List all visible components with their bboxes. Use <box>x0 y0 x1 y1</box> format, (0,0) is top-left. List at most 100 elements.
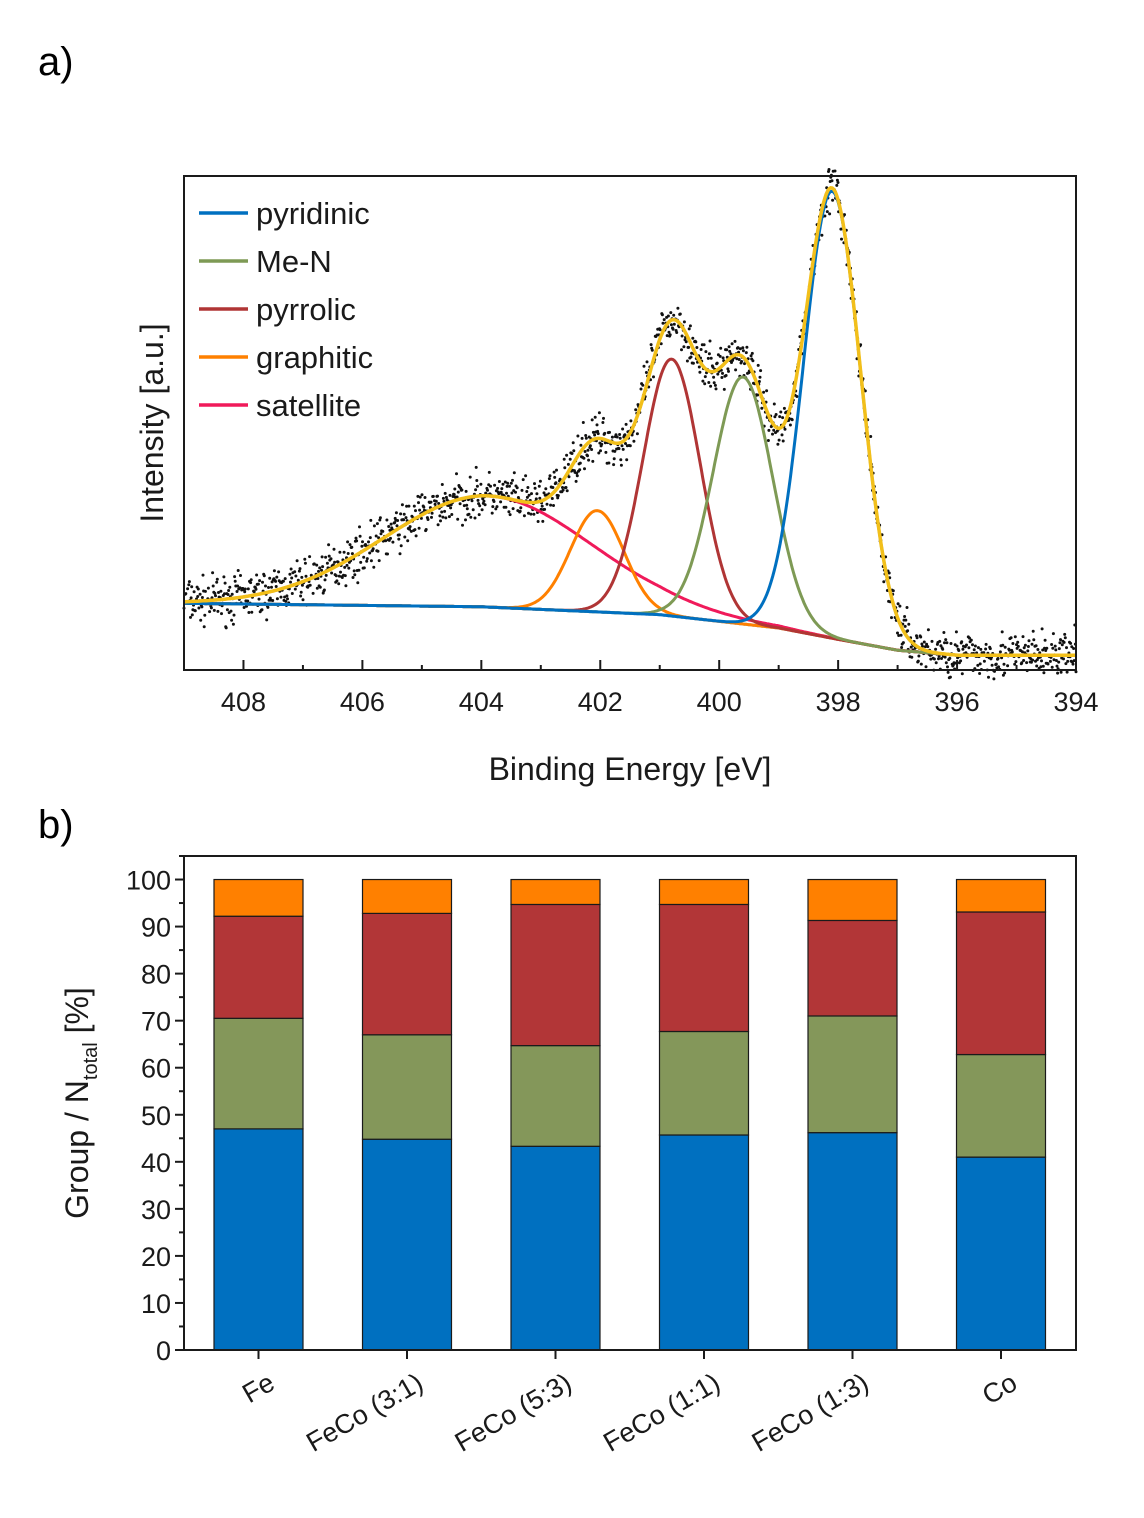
data-point <box>304 574 308 578</box>
data-point <box>996 657 1000 660</box>
data-point <box>465 507 469 511</box>
data-point <box>1003 671 1007 675</box>
data-point <box>1051 632 1055 636</box>
data-point <box>682 345 686 349</box>
data-point <box>904 618 908 622</box>
y-tick-label: 90 <box>141 913 171 943</box>
data-point <box>956 656 960 660</box>
data-point <box>586 454 589 458</box>
data-point <box>934 661 938 665</box>
data-point <box>1011 642 1015 645</box>
data-point <box>1046 662 1050 666</box>
data-point <box>216 609 220 613</box>
data-point <box>209 606 213 610</box>
data-point <box>759 369 763 373</box>
data-point <box>778 415 782 419</box>
data-point <box>649 343 653 347</box>
x-tick-label: 400 <box>697 687 742 717</box>
xps-plot-frame <box>183 175 1077 671</box>
data-point <box>580 436 584 440</box>
bar-segment-me-n <box>361 1034 453 1140</box>
data-point <box>399 512 403 516</box>
data-point <box>721 371 724 375</box>
data-point <box>561 488 565 492</box>
data-point <box>672 322 676 326</box>
data-point <box>318 566 322 570</box>
data-point <box>376 549 380 553</box>
data-point <box>507 510 511 514</box>
data-point <box>512 471 516 475</box>
data-point <box>338 550 342 554</box>
data-point <box>697 365 701 369</box>
bar-segment-graphitic <box>955 878 1047 913</box>
data-point <box>591 430 595 434</box>
data-point <box>256 582 260 586</box>
data-point <box>243 587 247 591</box>
data-point <box>613 449 617 453</box>
data-point <box>968 636 971 640</box>
data-point <box>233 579 237 583</box>
data-point <box>288 572 292 576</box>
data-point <box>464 489 468 493</box>
data-point <box>283 595 287 599</box>
fit-curves <box>184 185 1076 657</box>
data-point <box>725 348 729 352</box>
x-tick-label: 398 <box>816 687 861 717</box>
data-point <box>1060 643 1064 647</box>
data-point <box>526 486 530 489</box>
data-point <box>937 657 940 661</box>
data-point <box>230 592 234 596</box>
data-point <box>353 573 357 577</box>
data-point <box>441 515 445 519</box>
bar-segment-me-n <box>213 1017 304 1130</box>
data-point <box>475 484 479 488</box>
category-label: FeCo (5:3) <box>450 1367 577 1458</box>
data-point <box>387 525 391 528</box>
data-point <box>196 587 200 591</box>
data-point <box>361 540 364 544</box>
data-point <box>492 500 496 503</box>
data-point <box>377 536 381 540</box>
x-tick-label: 408 <box>221 687 266 717</box>
data-point <box>262 574 266 578</box>
data-point <box>455 472 458 476</box>
data-point <box>424 528 428 531</box>
data-point <box>919 635 923 639</box>
data-point <box>232 613 236 617</box>
data-point <box>706 356 710 360</box>
data-point <box>741 346 745 350</box>
data-point <box>418 495 422 499</box>
data-point <box>227 589 231 592</box>
data-point <box>190 613 194 617</box>
data-point <box>781 439 785 443</box>
data-point <box>563 466 567 470</box>
data-point <box>540 504 544 508</box>
data-point <box>533 486 537 490</box>
bar-x-ticks: Fe FeCo (3:1) FeCo (5:3) FeCo (1:1) FeCo (1:… <box>237 1350 1022 1458</box>
xps-legend: pyridinic Me-N pyrrolic graphitic satellite <box>199 196 373 423</box>
data-point <box>501 482 505 486</box>
data-point <box>346 540 350 544</box>
data-point <box>369 559 373 563</box>
data-point <box>709 384 713 388</box>
data-point <box>199 618 203 622</box>
data-point <box>777 438 781 442</box>
bar-segment-graphitic <box>658 878 750 906</box>
data-point <box>490 511 494 515</box>
data-point <box>518 509 522 513</box>
data-point <box>1065 646 1068 650</box>
data-point <box>965 643 968 647</box>
data-point <box>186 587 190 591</box>
data-point <box>619 463 623 467</box>
data-point <box>395 524 399 528</box>
data-point <box>378 518 382 522</box>
data-point <box>578 461 582 465</box>
data-point <box>271 599 275 602</box>
data-point <box>922 640 926 644</box>
data-point <box>1030 642 1034 646</box>
data-point <box>340 576 344 579</box>
legend-label-pyrrolic: pyrrolic <box>256 292 356 327</box>
data-point <box>820 233 824 237</box>
data-point <box>486 488 489 492</box>
data-point <box>1059 638 1062 642</box>
